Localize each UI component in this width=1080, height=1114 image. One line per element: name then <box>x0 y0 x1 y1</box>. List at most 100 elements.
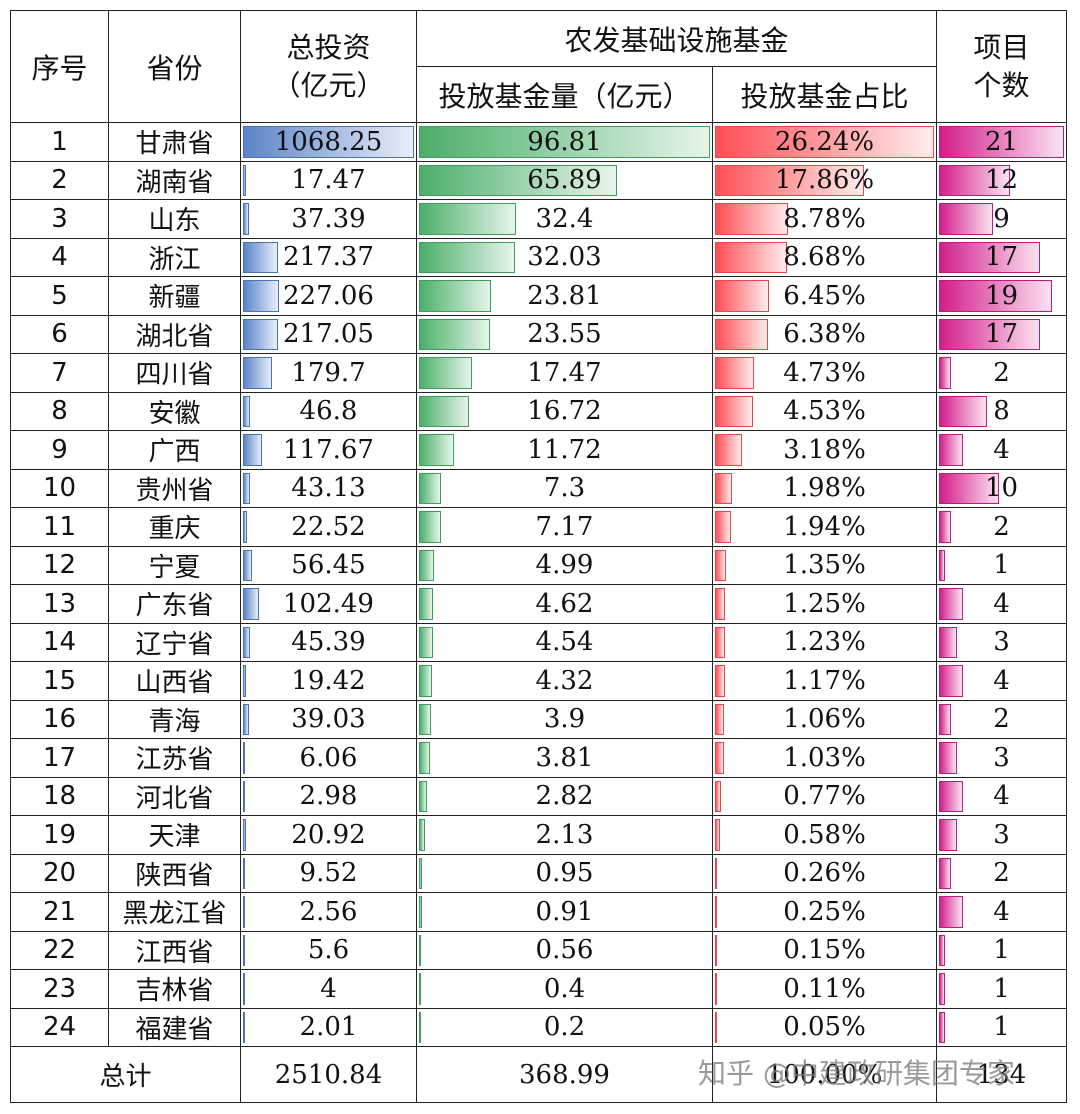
row-fund-amount-value: 0.56 <box>535 935 594 966</box>
row-index: 2 <box>10 160 109 200</box>
row-project-count-value: 2 <box>993 704 1010 735</box>
row-fund-share: 0.58% <box>712 815 937 855</box>
row-fund-amount-bar <box>419 318 490 350</box>
row-fund-share: 0.11% <box>712 969 937 1009</box>
header-index: 序号 <box>10 10 109 123</box>
row-fund-amount: 11.72 <box>416 430 713 470</box>
row-total-investment-value: 37.39 <box>291 203 366 234</box>
header-fund-amount: 投放基金量（亿元） <box>416 66 713 123</box>
row-fund-amount: 4.32 <box>416 661 713 701</box>
row-fund-amount-bar <box>419 780 428 812</box>
row-fund-amount: 7.17 <box>416 507 713 547</box>
totals-label: 总计 <box>10 1046 241 1103</box>
row-fund-amount-bar <box>419 472 441 504</box>
row-fund-amount-bar <box>419 203 517 235</box>
table-row: 23 吉林省 4 0.4 0.11% 1 <box>10 969 1067 1009</box>
table-row: 19 天津 20.92 2.13 0.58% 3 <box>10 815 1067 855</box>
row-fund-share-bar <box>715 703 724 735</box>
row-project-count-value: 2 <box>993 511 1010 542</box>
row-fund-share-bar <box>715 1011 717 1043</box>
row-project-count-bar <box>939 819 957 851</box>
row-fund-amount: 0.4 <box>416 969 713 1009</box>
row-project-count-value: 1 <box>993 1012 1010 1043</box>
row-total-investment: 37.39 <box>240 199 417 239</box>
row-project-count-bar <box>939 1011 945 1043</box>
row-fund-share-bar <box>715 357 755 389</box>
row-project-count-bar <box>939 549 945 581</box>
row-total-investment-bar <box>243 665 247 697</box>
row-total-investment: 1068.25 <box>240 122 417 162</box>
row-fund-share-value: 6.45% <box>783 280 866 311</box>
row-fund-share: 4.53% <box>712 391 937 431</box>
row-fund-amount-value: 4.54 <box>535 627 594 658</box>
row-project-count: 9 <box>936 199 1067 239</box>
row-project-count: 4 <box>936 584 1067 624</box>
row-index: 22 <box>10 930 109 970</box>
row-project-count-bar <box>939 164 1011 196</box>
row-fund-share-value: 1.35% <box>783 550 866 581</box>
row-project-count: 2 <box>936 853 1067 893</box>
row-project-count: 12 <box>936 160 1067 200</box>
row-fund-share: 1.94% <box>712 507 937 547</box>
row-fund-amount-value: 7.17 <box>535 511 594 542</box>
row-fund-amount-bar <box>419 434 455 466</box>
row-province: 安徽 <box>108 391 241 431</box>
row-project-count: 10 <box>936 468 1067 508</box>
row-project-count-bar <box>939 780 963 812</box>
header-project-count-line2: 个数 <box>973 68 1030 102</box>
row-fund-amount-bar <box>419 896 422 928</box>
row-total-investment-value: 217.37 <box>283 242 374 273</box>
row-fund-share-value: 1.17% <box>783 665 866 696</box>
row-fund-share-value: 1.03% <box>783 742 866 773</box>
row-index: 18 <box>10 776 109 816</box>
row-fund-share-bar <box>715 973 717 1005</box>
row-project-count-bar <box>939 934 945 966</box>
row-index: 19 <box>10 815 109 855</box>
row-total-investment-bar <box>243 742 245 774</box>
row-project-count-bar <box>939 241 1041 273</box>
row-fund-share-bar <box>715 241 788 273</box>
row-fund-share-bar <box>715 511 732 543</box>
header-project-count-line1: 项目 <box>973 30 1030 64</box>
row-province: 河北省 <box>108 776 241 816</box>
row-project-count-bar <box>939 472 999 504</box>
table-row: 16 青海 39.03 3.9 1.06% 2 <box>10 699 1067 739</box>
row-total-investment-value: 17.47 <box>291 165 366 196</box>
row-fund-amount-value: 11.72 <box>527 434 602 465</box>
row-fund-amount-value: 96.81 <box>527 126 602 157</box>
row-project-count-bar <box>939 357 951 389</box>
row-fund-amount-value: 32.4 <box>535 203 594 234</box>
row-index: 23 <box>10 969 109 1009</box>
row-index: 24 <box>10 1007 109 1047</box>
row-fund-amount-value: 2.13 <box>535 819 594 850</box>
row-fund-share-value: 0.15% <box>783 935 866 966</box>
row-fund-share-value: 1.25% <box>783 588 866 619</box>
row-fund-share: 1.98% <box>712 468 937 508</box>
row-total-investment-bar <box>243 973 245 1005</box>
row-project-count-value: 4 <box>993 781 1010 812</box>
row-fund-amount-value: 3.9 <box>543 704 586 735</box>
row-fund-share-bar <box>715 318 769 350</box>
row-total-investment-bar <box>243 780 245 812</box>
row-fund-share: 1.35% <box>712 545 937 585</box>
row-project-count-value: 4 <box>993 588 1010 619</box>
row-project-count-bar <box>939 434 963 466</box>
row-project-count-value: 8 <box>993 396 1010 427</box>
row-project-count-bar <box>939 203 993 235</box>
row-project-count: 1 <box>936 930 1067 970</box>
row-project-count-value: 4 <box>993 434 1010 465</box>
row-project-count: 17 <box>936 314 1067 354</box>
row-fund-share-bar <box>715 819 720 851</box>
row-index: 6 <box>10 314 109 354</box>
row-fund-share: 1.23% <box>712 622 937 662</box>
row-fund-share-value: 0.11% <box>783 973 866 1004</box>
row-total-investment-value: 9.52 <box>299 858 358 889</box>
row-fund-share-bar <box>715 588 726 620</box>
row-fund-share-value: 1.06% <box>783 704 866 735</box>
row-fund-amount: 0.56 <box>416 930 713 970</box>
table-row: 4 浙江 217.37 32.03 8.68% 17 <box>10 237 1067 277</box>
row-total-investment-bar <box>243 1011 245 1043</box>
row-project-count-bar <box>939 857 951 889</box>
row-total-investment: 5.6 <box>240 930 417 970</box>
row-fund-amount: 0.2 <box>416 1007 713 1047</box>
